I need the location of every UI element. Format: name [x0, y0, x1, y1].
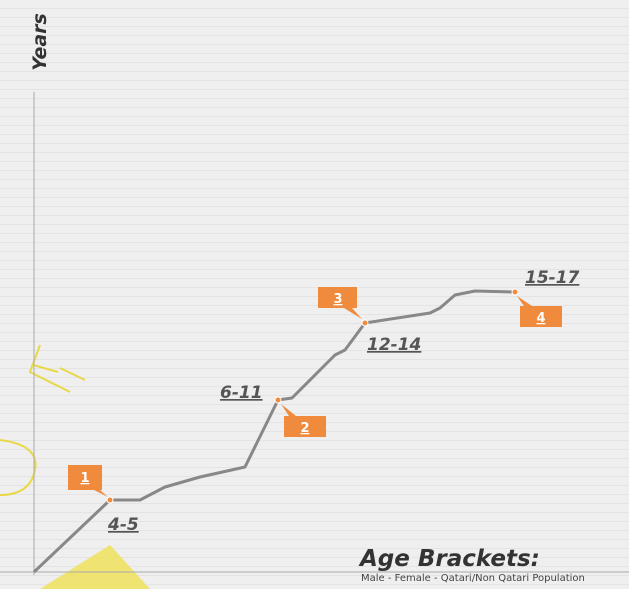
marker-number: 1 [80, 471, 89, 486]
diagram: Years 1 4-5 2 6-11 3 12-14 4 15-17 Age B… [0, 0, 629, 589]
bracket-label: 4-5 [107, 515, 139, 535]
legend-title: Age Brackets: [358, 546, 540, 572]
bracket-label: 15-17 [525, 268, 580, 288]
legend-subtitle: Male - Female - Qatari/Non Qatari Popula… [361, 573, 585, 584]
marker-number: 3 [333, 292, 342, 307]
marker-number: 4 [536, 311, 545, 326]
bracket-label: 6-11 [220, 383, 263, 403]
bracket-label: 12-14 [367, 335, 421, 355]
marker-number: 2 [300, 421, 309, 436]
axis-label: Years [29, 13, 51, 71]
background [0, 0, 629, 589]
